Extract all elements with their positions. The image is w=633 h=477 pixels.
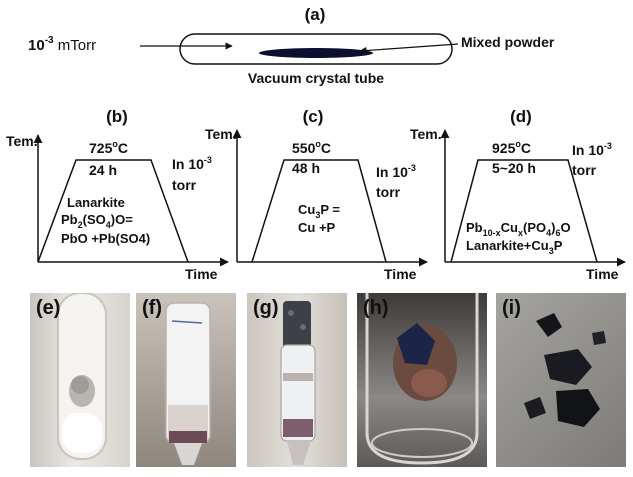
panel-c-note-1: Cu3P = bbox=[298, 202, 340, 220]
panel-b-note-2b: 2 bbox=[78, 220, 83, 230]
panel-d-note-1g: ) bbox=[551, 220, 555, 235]
panel-c-environment: In 10-3 bbox=[376, 163, 416, 180]
panel-d-note-2c: P bbox=[554, 238, 563, 253]
photo-i: (i) bbox=[496, 293, 626, 467]
panel-c-temp-value: 550 bbox=[292, 140, 316, 156]
panel-d-note-2: Lanarkite+Cu3P bbox=[466, 238, 563, 256]
panel-b-profile bbox=[37, 159, 189, 263]
panel-b-environment: In 10-3 bbox=[172, 155, 212, 172]
panel-d-temperature: 925oC bbox=[492, 139, 531, 156]
panel-b-note-2a: Pb bbox=[61, 212, 78, 227]
panel-c-x-axis-label: Time bbox=[384, 266, 417, 282]
panel-c-note-1a: Cu bbox=[298, 202, 315, 217]
pressure-unit: mTorr bbox=[54, 37, 97, 54]
photo-e-illustration bbox=[57, 293, 107, 460]
photo-h-illustration bbox=[365, 293, 479, 465]
panel-d-duration: 5~20 h bbox=[492, 160, 536, 176]
panel-d-env-unit: torr bbox=[572, 162, 597, 178]
panel-c-env-prefix: In 10 bbox=[376, 164, 408, 180]
panel-b-temp-value: 725 bbox=[89, 140, 113, 156]
powder-arrow bbox=[359, 43, 459, 55]
pressure-exponent: -3 bbox=[45, 35, 54, 46]
panel-b-note-2d: 4 bbox=[106, 220, 111, 230]
panel-d-profile bbox=[450, 159, 598, 263]
panel-d-note-1h: 6 bbox=[555, 228, 560, 238]
panel-d-note-1c: Cu bbox=[501, 220, 518, 235]
photo-h-label: (h) bbox=[363, 297, 389, 319]
panel-d-note-1i: O bbox=[561, 220, 571, 235]
panel-d-x-axis-label: Time bbox=[586, 266, 619, 282]
photo-f: (f) bbox=[136, 293, 236, 467]
panel-c-temp-unit: C bbox=[321, 140, 331, 156]
panel-b-duration: 24 h bbox=[89, 162, 117, 178]
pressure-label: 10-3 mTorr bbox=[28, 35, 96, 54]
panel-d-y-axis-label: Tem. bbox=[410, 126, 442, 142]
photo-g: (g) bbox=[247, 293, 347, 467]
panel-d-note-2b: 3 bbox=[549, 246, 554, 256]
panel-b-note-3: PbO +Pb(SO4) bbox=[61, 231, 150, 246]
panel-c-note-1b: 3 bbox=[315, 210, 320, 220]
panel-b-note-2e: )O= bbox=[111, 212, 133, 227]
panel-b: (b) Tem. Time 725oC 24 h In 10-3 torr La… bbox=[6, 107, 229, 282]
photo-h: (h) bbox=[357, 293, 487, 467]
panel-d-note-1f: 4 bbox=[546, 228, 551, 238]
photo-f-label: (f) bbox=[142, 297, 162, 319]
panel-b-note-1: Lanarkite bbox=[67, 195, 125, 210]
panel-b-temp-unit: C bbox=[118, 140, 128, 156]
panel-d-note-1b: 10-x bbox=[483, 228, 501, 238]
photo-e: (e) bbox=[30, 293, 130, 467]
panel-b-x-axis-label: Time bbox=[185, 266, 218, 282]
panel-b-note-2c: (SO bbox=[83, 212, 106, 227]
panel-b-env-exp: -3 bbox=[204, 155, 212, 165]
panel-d-temp-unit: C bbox=[521, 140, 531, 156]
photo-g-label: (g) bbox=[253, 297, 279, 319]
panel-b-y-axis-label: Tem. bbox=[6, 133, 38, 149]
panel-c-temp-degree: o bbox=[315, 139, 321, 149]
panel-d-label: (d) bbox=[510, 107, 532, 126]
panel-d-env-exp: -3 bbox=[604, 141, 612, 151]
panel-d-note-1d: x bbox=[518, 228, 523, 238]
panel-b-env-prefix: In 10 bbox=[172, 156, 204, 172]
panel-c-note-1c: P = bbox=[320, 202, 340, 217]
photo-g-illustration bbox=[280, 301, 316, 465]
panel-c-note-2: Cu +P bbox=[298, 220, 336, 235]
panel-d-env-prefix: In 10 bbox=[572, 142, 604, 158]
panel-c-env-exp: -3 bbox=[408, 163, 416, 173]
panel-c-profile bbox=[251, 159, 387, 263]
photo-i-label: (i) bbox=[502, 297, 521, 319]
panel-d-temp-degree: o bbox=[515, 139, 521, 149]
tube-label: Vacuum crystal tube bbox=[248, 70, 384, 86]
panel-c: (c) Tem. Time 550oC 48 h In 10-3 torr Cu… bbox=[205, 107, 428, 282]
panel-d-temp-value: 925 bbox=[492, 140, 516, 156]
photo-i-illustration bbox=[524, 313, 606, 427]
panel-c-label: (c) bbox=[303, 107, 324, 126]
panel-b-note-2: Pb2(SO4)O= bbox=[61, 212, 133, 230]
panel-d-note-1a: Pb bbox=[466, 220, 483, 235]
panel-b-temp-degree: o bbox=[112, 139, 118, 149]
panel-d-note-1: Pb10-xCux(PO4)6O bbox=[466, 220, 571, 238]
panel-b-env-unit: torr bbox=[172, 177, 197, 193]
panel-a-label: (a) bbox=[305, 5, 326, 24]
panel-d-note-2a: Lanarkite+Cu bbox=[466, 238, 549, 253]
photo-e-label: (e) bbox=[36, 297, 61, 319]
panel-d-environment: In 10-3 bbox=[572, 141, 612, 158]
panel-d-note-1e: (PO bbox=[523, 220, 546, 235]
panel-c-y-axis-label: Tem. bbox=[205, 126, 237, 142]
panel-b-label: (b) bbox=[106, 107, 128, 126]
panel-a: (a) 10-3 mTorr Mixed powder Vacuum cryst… bbox=[28, 5, 555, 86]
mixed-powder bbox=[259, 48, 373, 58]
panel-c-duration: 48 h bbox=[292, 160, 320, 176]
panel-d: (d) Tem. Time 925oC 5~20 h In 10-3 torr … bbox=[410, 107, 626, 282]
photo-f-illustration bbox=[165, 302, 211, 465]
pressure-base: 10 bbox=[28, 37, 45, 54]
panel-c-env-unit: torr bbox=[376, 184, 401, 200]
panel-c-temperature: 550oC bbox=[292, 139, 331, 156]
panel-b-temperature: 725oC bbox=[89, 139, 128, 156]
powder-label: Mixed powder bbox=[461, 34, 555, 50]
